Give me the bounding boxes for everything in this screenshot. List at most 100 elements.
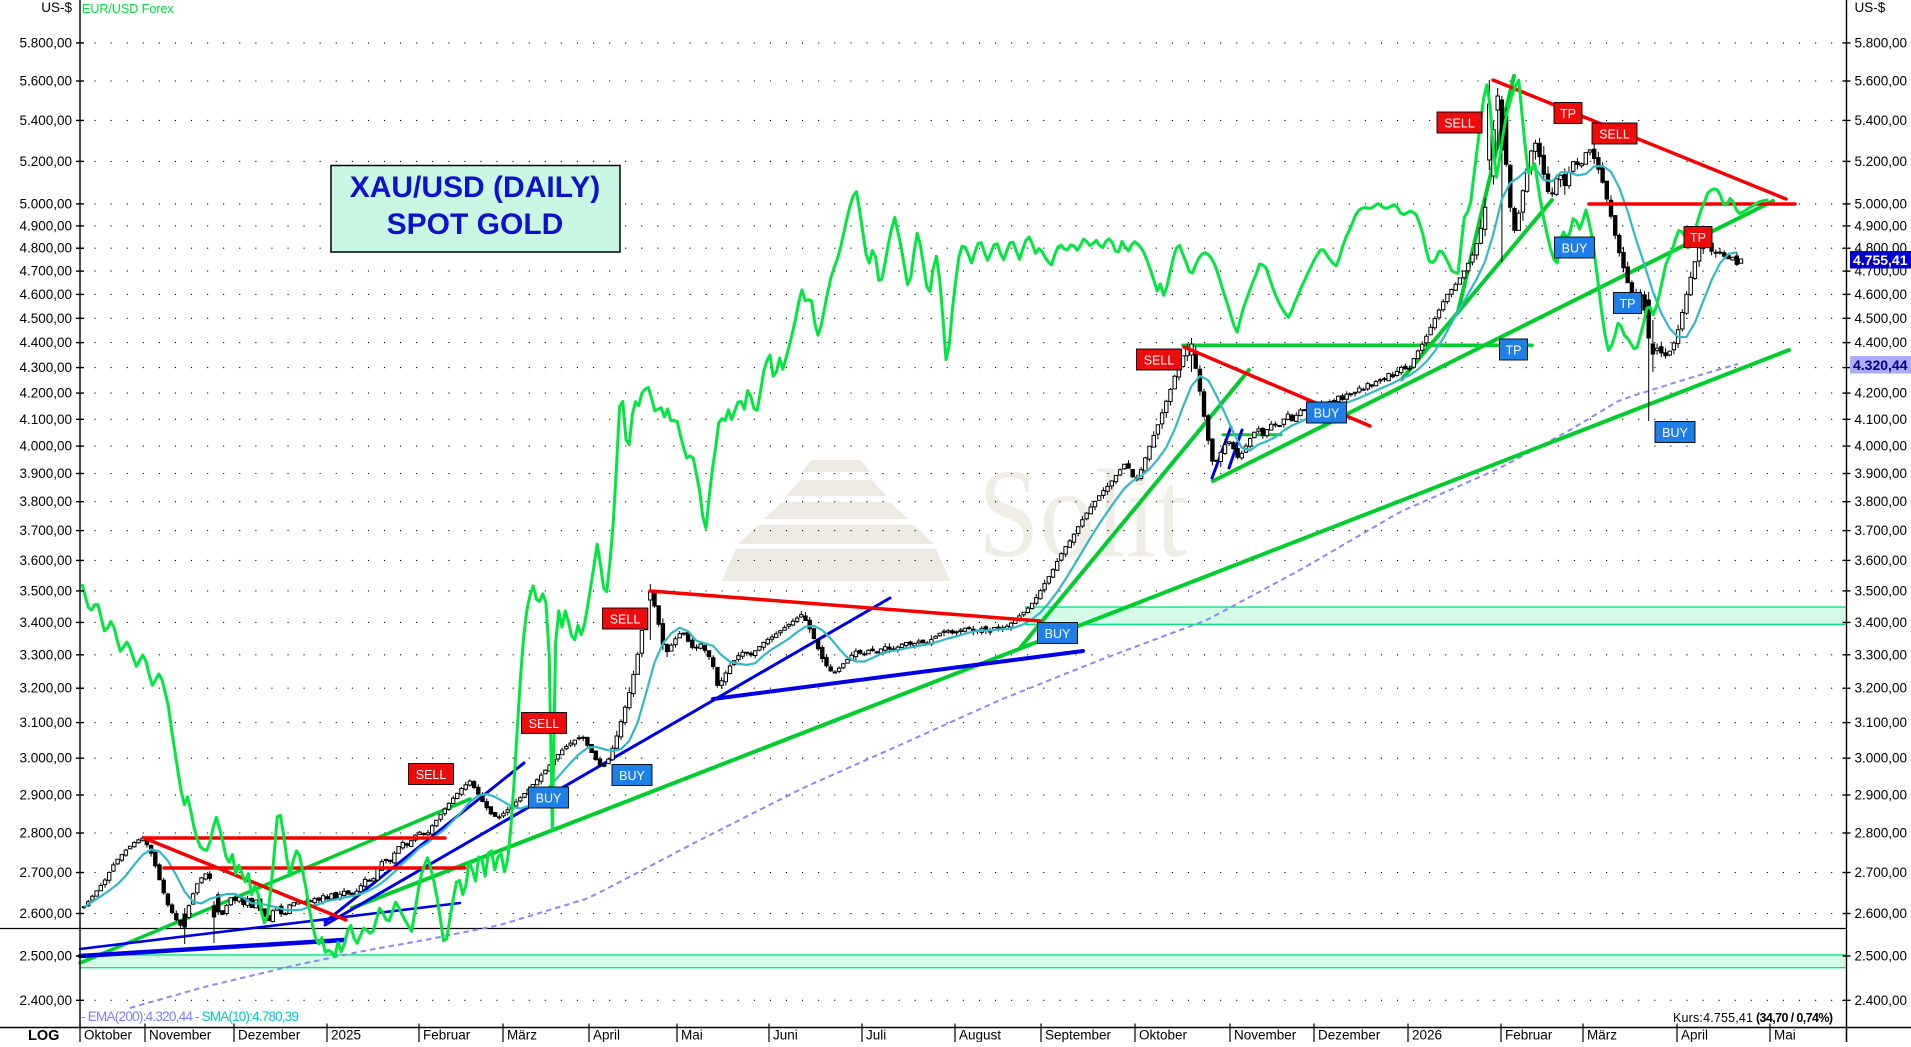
svg-text:2.400,00: 2.400,00	[19, 993, 72, 1008]
svg-text:Dezember: Dezember	[238, 1028, 301, 1043]
svg-text:Juni: Juni	[773, 1028, 798, 1043]
svg-text:3.500,00: 3.500,00	[1855, 583, 1908, 598]
svg-text:4.600,00: 4.600,00	[19, 287, 72, 302]
svg-text:BUY: BUY	[1562, 242, 1588, 256]
svg-text:August: August	[959, 1028, 1001, 1043]
svg-text:4.700,00: 4.700,00	[19, 264, 72, 279]
svg-text:Mai: Mai	[1774, 1028, 1796, 1043]
svg-text:2025: 2025	[331, 1028, 361, 1043]
svg-text:SELL: SELL	[1599, 128, 1630, 142]
svg-text:5.400,00: 5.400,00	[1855, 113, 1908, 128]
svg-text:Oktober: Oktober	[84, 1028, 133, 1043]
svg-text:3.400,00: 3.400,00	[19, 615, 72, 630]
svg-text:TP: TP	[1506, 344, 1522, 358]
svg-text:2026: 2026	[1412, 1028, 1442, 1043]
svg-text:5.000,00: 5.000,00	[19, 196, 72, 211]
svg-text:4.500,00: 4.500,00	[1855, 311, 1908, 326]
svg-text:5.200,00: 5.200,00	[1855, 154, 1908, 169]
svg-text:Juli: Juli	[866, 1028, 886, 1043]
svg-text:3.000,00: 3.000,00	[1855, 751, 1908, 766]
svg-text:3.600,00: 3.600,00	[19, 553, 72, 568]
svg-text:Dezember: Dezember	[1318, 1028, 1381, 1043]
svg-text:EUR/USD Forex: EUR/USD Forex	[82, 2, 174, 16]
svg-text:- EMA(200):4.320,44: - EMA(200):4.320,44	[81, 1009, 193, 1024]
svg-text:5.400,00: 5.400,00	[19, 113, 72, 128]
svg-text:März: März	[507, 1028, 537, 1043]
svg-text:2.900,00: 2.900,00	[19, 788, 72, 803]
svg-text:4.400,00: 4.400,00	[1855, 335, 1908, 350]
svg-text:TP: TP	[1690, 231, 1706, 245]
svg-text:4.200,00: 4.200,00	[1855, 386, 1908, 401]
svg-text:4.900,00: 4.900,00	[19, 218, 72, 233]
svg-text:4.000,00: 4.000,00	[1855, 439, 1908, 454]
svg-text:3.200,00: 3.200,00	[1855, 681, 1908, 696]
svg-text:September: September	[1045, 1028, 1112, 1043]
svg-text:TP: TP	[1560, 107, 1576, 121]
svg-text:3.800,00: 3.800,00	[1855, 494, 1908, 509]
svg-text:US-$: US-$	[41, 0, 72, 15]
svg-text:3.200,00: 3.200,00	[19, 681, 72, 696]
svg-text:3.800,00: 3.800,00	[19, 494, 72, 509]
svg-text:SELL: SELL	[529, 717, 560, 731]
svg-text:4.100,00: 4.100,00	[19, 412, 72, 427]
svg-text:SELL: SELL	[416, 768, 447, 782]
svg-text:3.600,00: 3.600,00	[1855, 553, 1908, 568]
svg-text:TP: TP	[1620, 297, 1636, 311]
svg-text:2.400,00: 2.400,00	[1855, 993, 1908, 1008]
svg-text:BUY: BUY	[1045, 627, 1071, 641]
svg-text:4.900,00: 4.900,00	[1855, 218, 1908, 233]
svg-text:November: November	[149, 1028, 212, 1043]
svg-text:2.800,00: 2.800,00	[19, 826, 72, 841]
svg-text:3.700,00: 3.700,00	[19, 523, 72, 538]
svg-text:5.600,00: 5.600,00	[1855, 74, 1908, 89]
svg-text:2.700,00: 2.700,00	[1855, 865, 1908, 880]
svg-text:3.900,00: 3.900,00	[1855, 466, 1908, 481]
svg-text:5.000,00: 5.000,00	[1855, 196, 1908, 211]
svg-text:SPOT GOLD: SPOT GOLD	[387, 208, 564, 241]
svg-text:5.800,00: 5.800,00	[1855, 35, 1908, 50]
svg-text:BUY: BUY	[536, 792, 562, 806]
svg-text:2.600,00: 2.600,00	[19, 906, 72, 921]
svg-text:SELL: SELL	[1444, 117, 1475, 131]
svg-text:3.400,00: 3.400,00	[1855, 615, 1908, 630]
svg-text:4.300,00: 4.300,00	[19, 360, 72, 375]
svg-text:3.100,00: 3.100,00	[1855, 715, 1908, 730]
svg-text:SELL: SELL	[610, 613, 641, 627]
svg-text:März: März	[1587, 1028, 1617, 1043]
svg-text:SELL: SELL	[1144, 354, 1175, 368]
svg-text:3.700,00: 3.700,00	[1855, 523, 1908, 538]
svg-text:XAU/USD (DAILY): XAU/USD (DAILY)	[350, 171, 601, 204]
svg-text:2.800,00: 2.800,00	[1855, 826, 1908, 841]
svg-text:4.755,41: 4.755,41	[1853, 252, 1908, 268]
svg-text:2.500,00: 2.500,00	[19, 949, 72, 964]
svg-text:Oktober: Oktober	[1139, 1028, 1188, 1043]
svg-text:4.100,00: 4.100,00	[1855, 412, 1908, 427]
svg-text:Februar: Februar	[423, 1028, 471, 1043]
svg-text:4.500,00: 4.500,00	[19, 311, 72, 326]
svg-text:BUY: BUY	[1314, 407, 1340, 421]
svg-text:(34,70 / 0,74%): (34,70 / 0,74%)	[1756, 1011, 1833, 1025]
svg-text:Februar: Februar	[1505, 1028, 1553, 1043]
svg-text:4.400,00: 4.400,00	[19, 335, 72, 350]
svg-text:3.300,00: 3.300,00	[1855, 647, 1908, 662]
svg-text:4.600,00: 4.600,00	[1855, 287, 1908, 302]
svg-text:Solit: Solit	[978, 445, 1187, 584]
svg-text:3.100,00: 3.100,00	[19, 715, 72, 730]
svg-text:3.000,00: 3.000,00	[19, 751, 72, 766]
svg-text:2.600,00: 2.600,00	[1855, 906, 1908, 921]
svg-text:4.000,00: 4.000,00	[19, 439, 72, 454]
svg-text:2.500,00: 2.500,00	[1855, 949, 1908, 964]
svg-text:2.700,00: 2.700,00	[19, 865, 72, 880]
svg-text:BUY: BUY	[619, 769, 645, 783]
svg-text:5.200,00: 5.200,00	[19, 154, 72, 169]
svg-text:3.900,00: 3.900,00	[19, 466, 72, 481]
svg-text:4.800,00: 4.800,00	[19, 241, 72, 256]
svg-text:- SMA(10):4.780,39: - SMA(10):4.780,39	[195, 1009, 299, 1024]
svg-text:4.320,44: 4.320,44	[1853, 357, 1908, 373]
svg-text:LOG: LOG	[28, 1028, 59, 1042]
svg-text:4.200,00: 4.200,00	[19, 386, 72, 401]
svg-text:April: April	[593, 1028, 620, 1043]
svg-text:Mai: Mai	[681, 1028, 703, 1043]
svg-text:2.900,00: 2.900,00	[1855, 788, 1908, 803]
svg-text:5.600,00: 5.600,00	[19, 74, 72, 89]
